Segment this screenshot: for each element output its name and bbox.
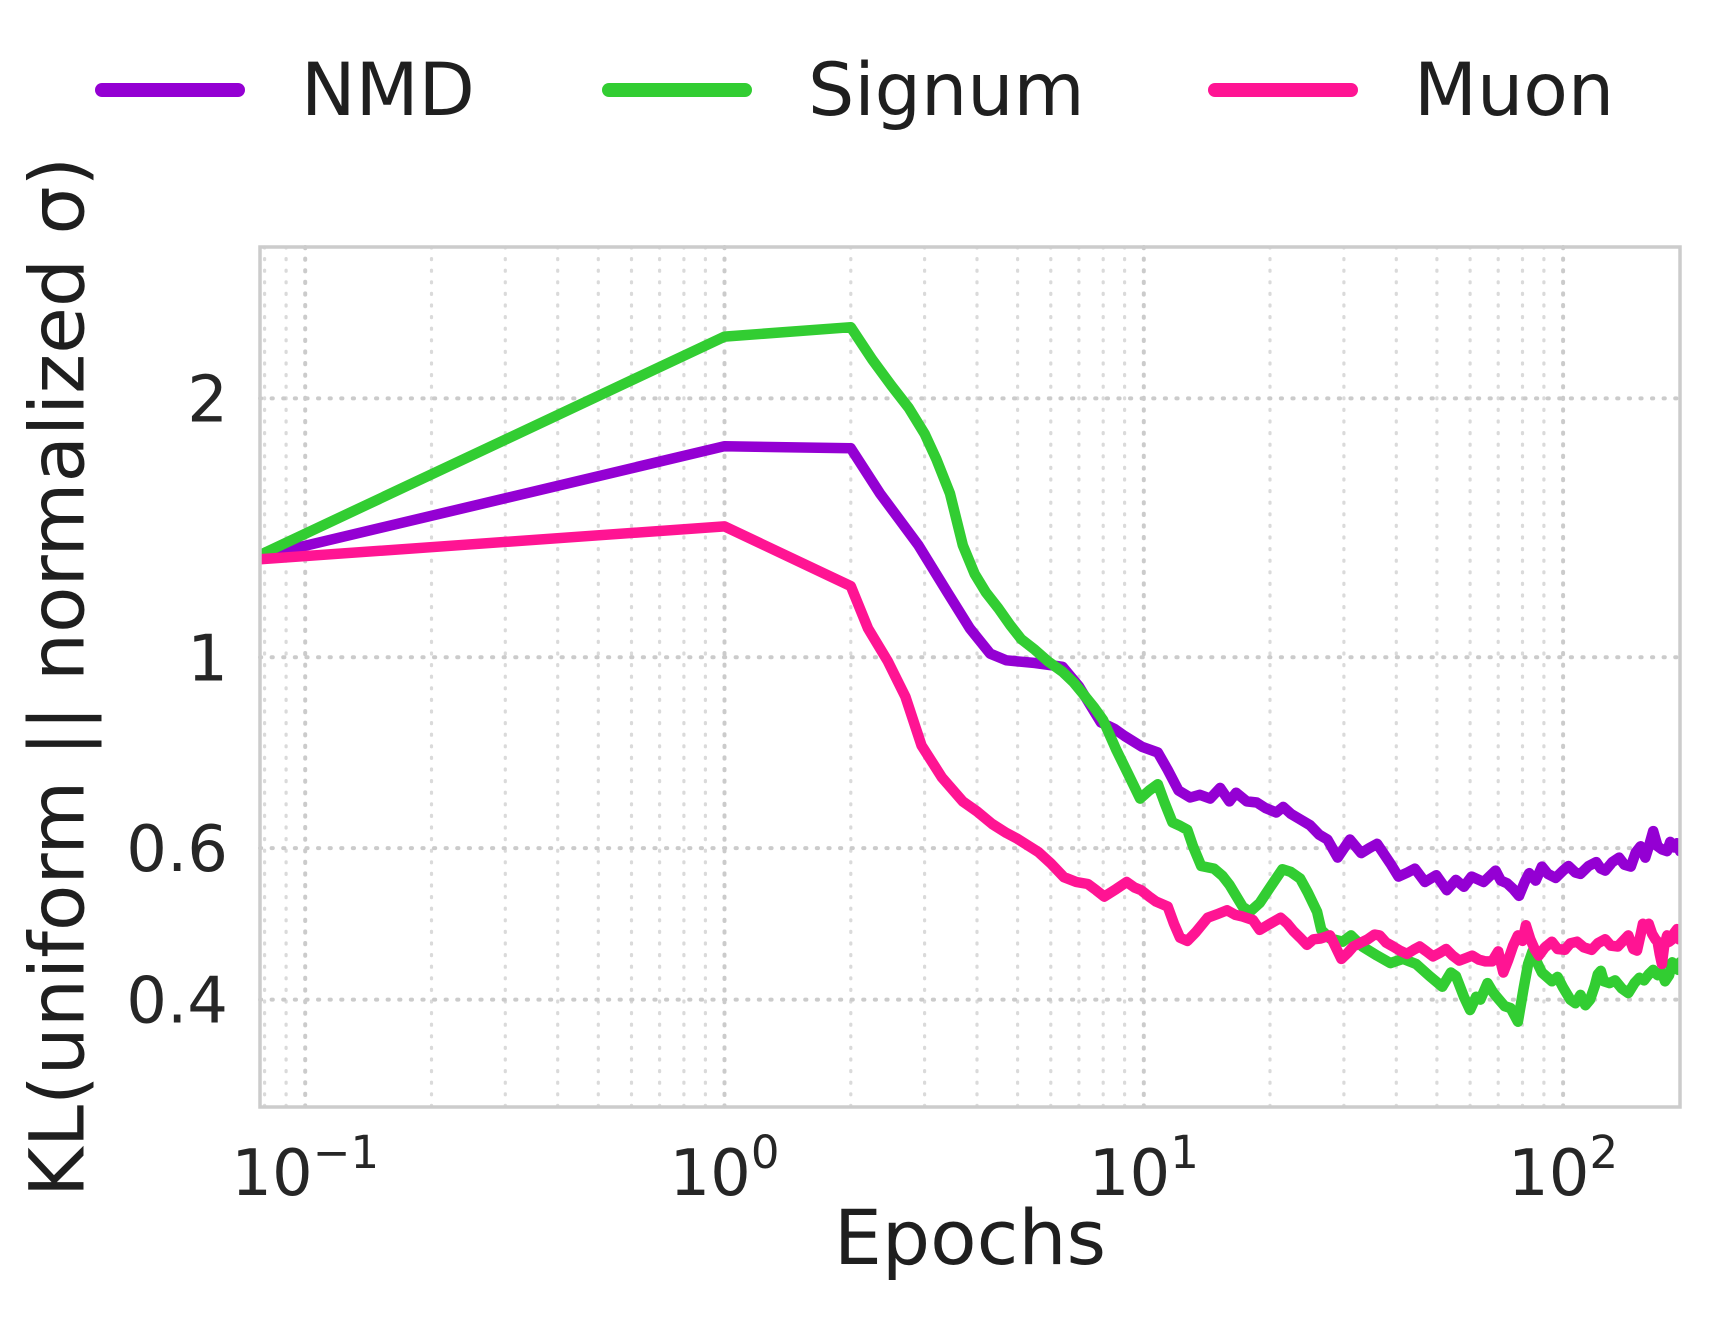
x-tick-10e−1: 10−1: [231, 1126, 379, 1211]
y-tick-0.4: 0.4: [126, 965, 228, 1039]
series-group: [260, 321, 1680, 1027]
legend-swatch-signum-line: [602, 83, 752, 97]
grid-horizontal: [258, 396, 1682, 1002]
legend-item-muon: Muon: [1208, 44, 1614, 136]
series-line-signum: [260, 321, 1680, 1027]
x-tick-10e1: 101: [1089, 1126, 1199, 1211]
plot-border: [258, 245, 1682, 1109]
x-tick-10e0: 100: [669, 1126, 779, 1211]
legend-item-nmd: NMD: [95, 44, 475, 136]
y-tick-1: 1: [187, 622, 228, 696]
x-tick-10e2: 102: [1508, 1126, 1618, 1211]
grid-vertical: [263, 245, 1566, 1109]
series-line-muon: [260, 521, 1680, 978]
y-axis-label: KL(uniform || normalized σ): [12, 156, 102, 1198]
y-tick-2: 2: [187, 363, 228, 437]
legend-label-signum: Signum: [808, 47, 1085, 133]
legend-label-nmd: NMD: [301, 47, 475, 133]
y-tick-0.6: 0.6: [126, 813, 228, 887]
legend-item-signum: Signum: [602, 44, 1085, 136]
y-tick-labels: 2 1 0.6 0.4: [126, 363, 228, 1038]
legend-swatch-nmd-line: [95, 83, 245, 97]
legend-swatch-muon-line: [1208, 83, 1358, 97]
legend-label-muon: Muon: [1414, 47, 1615, 133]
series-line-nmd: [260, 440, 1680, 902]
x-axis-label: Epochs: [833, 1193, 1107, 1282]
